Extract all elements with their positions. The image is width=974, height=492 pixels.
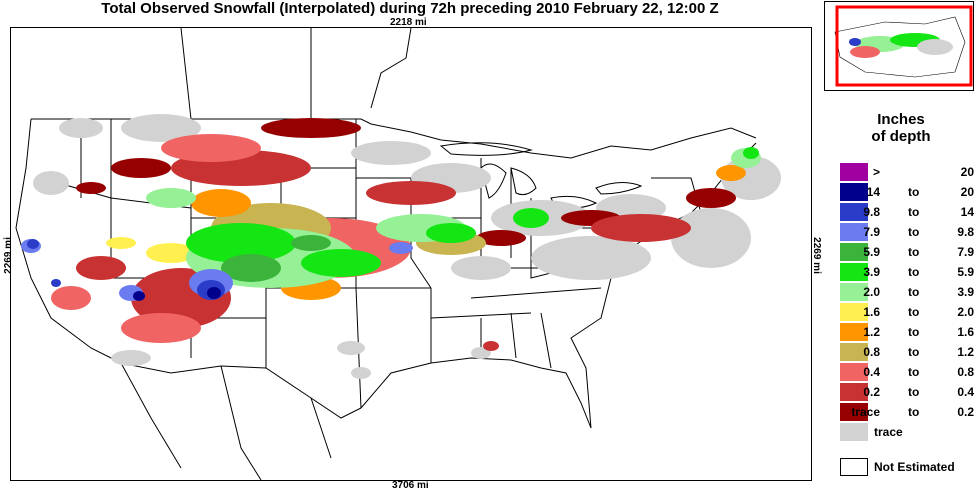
snowfall-legend: > 20 14 to 20 9.8 to 14 7.9 to 9.8 5.9 t… — [840, 162, 974, 442]
legend-row: 9.8 to 14 — [840, 202, 974, 222]
legend-swatch — [840, 323, 868, 341]
legend-swatch — [840, 403, 868, 421]
legend-range-high: 1.6 — [957, 325, 974, 339]
legend-range-high: 9.8 — [957, 225, 974, 239]
legend-range-low: 0.4 — [863, 365, 880, 379]
legend-range-low: 1.2 — [863, 325, 880, 339]
legend-row: 0.4 to 0.8 — [840, 362, 974, 382]
legend-row: 5.9 to 7.9 — [840, 242, 974, 262]
legend-range-to: to — [908, 185, 920, 199]
legend-swatch — [840, 343, 868, 361]
legend-range-high: 0.2 — [957, 405, 974, 419]
legend-swatch — [840, 263, 868, 281]
legend-range-high: 20 — [960, 185, 974, 199]
legend-row: 0.8 to 1.2 — [840, 342, 974, 362]
legend-range-high: 1.2 — [957, 345, 974, 359]
us-canada-border — [31, 118, 757, 159]
snowfall-map[interactable] — [10, 27, 812, 481]
legend-range-low: 14 — [866, 185, 880, 199]
inset-map-svg — [834, 5, 973, 87]
legend-range-to: to — [908, 265, 920, 279]
legend-range-high: 14 — [960, 205, 974, 219]
legend-range-high: 5.9 — [957, 265, 974, 279]
legend-not-estimated: Not Estimated — [840, 457, 974, 477]
legend-row: 1.6 to 2.0 — [840, 302, 974, 322]
legend-swatch — [840, 243, 868, 261]
legend-swatch-not-estimated — [840, 458, 868, 476]
legend-range-to: to — [908, 225, 920, 239]
legend-range-low: trace — [851, 405, 880, 419]
snowfall-map-svg — [15, 28, 781, 480]
legend-row: trace — [840, 422, 974, 442]
legend-not-estimated-label: Not Estimated — [874, 460, 955, 474]
legend-range-to: to — [908, 245, 920, 259]
legend-range-high: 3.9 — [957, 285, 974, 299]
legend-row: 2.0 to 3.9 — [840, 282, 974, 302]
overview-inset-map[interactable] — [824, 1, 974, 91]
legend-range-high: 0.4 — [957, 385, 974, 399]
legend-trace-label: trace — [874, 425, 903, 439]
legend-swatch — [840, 423, 868, 441]
bottom-distance-label: 3706 mi — [392, 480, 429, 491]
legend-range-low: 1.6 — [863, 305, 880, 319]
legend-range-high: 20 — [960, 165, 974, 179]
right-distance-label: 2269 mi — [810, 237, 822, 274]
legend-swatch — [840, 163, 868, 181]
legend-range-to: to — [908, 405, 920, 419]
legend-row: 0.2 to 0.4 — [840, 382, 974, 402]
legend-range-to: to — [908, 285, 920, 299]
legend-range-low: > — [872, 165, 880, 179]
legend-range-low: 3.9 — [863, 265, 880, 279]
legend-range-high: 7.9 — [957, 245, 974, 259]
legend-swatch — [840, 363, 868, 381]
legend-row: 3.9 to 5.9 — [840, 262, 974, 282]
legend-row: 7.9 to 9.8 — [840, 222, 974, 242]
legend-range-low: 9.8 — [863, 205, 880, 219]
legend-range-to: to — [908, 305, 920, 319]
legend-range-high: 2.0 — [957, 305, 974, 319]
legend-range-to: to — [908, 345, 920, 359]
legend-range-to: to — [908, 205, 920, 219]
legend-swatch — [840, 223, 868, 241]
legend-range-low: 7.9 — [863, 225, 880, 239]
inset-view-rectangle — [835, 5, 973, 87]
legend-title-line2: of depth — [871, 128, 931, 145]
legend-swatch — [840, 203, 868, 221]
legend-title: Inches of depth — [843, 111, 959, 145]
legend-row: 14 to 20 — [840, 182, 974, 202]
legend-range-to: to — [908, 365, 920, 379]
legend-swatch — [840, 383, 868, 401]
legend-row: > 20 — [840, 162, 974, 182]
legend-range-to: to — [908, 325, 920, 339]
top-distance-label: 2218 mi — [390, 17, 427, 28]
legend-range-low: 0.2 — [863, 385, 880, 399]
legend-range-low: 5.9 — [863, 245, 880, 259]
map-title: Total Observed Snowfall (Interpolated) d… — [101, 0, 719, 17]
legend-range-low: 0.8 — [863, 345, 880, 359]
legend-range-low: 2.0 — [863, 285, 880, 299]
us-mexico-border — [120, 362, 362, 419]
legend-range-to: to — [908, 385, 920, 399]
legend-title-line1: Inches — [877, 111, 925, 128]
legend-swatch — [840, 283, 868, 301]
legend-swatch — [840, 183, 868, 201]
legend-swatch — [840, 303, 868, 321]
legend-row: 1.2 to 1.6 — [840, 322, 974, 342]
legend-row: trace to 0.2 — [840, 402, 974, 422]
legend-range-high: 0.8 — [957, 365, 974, 379]
